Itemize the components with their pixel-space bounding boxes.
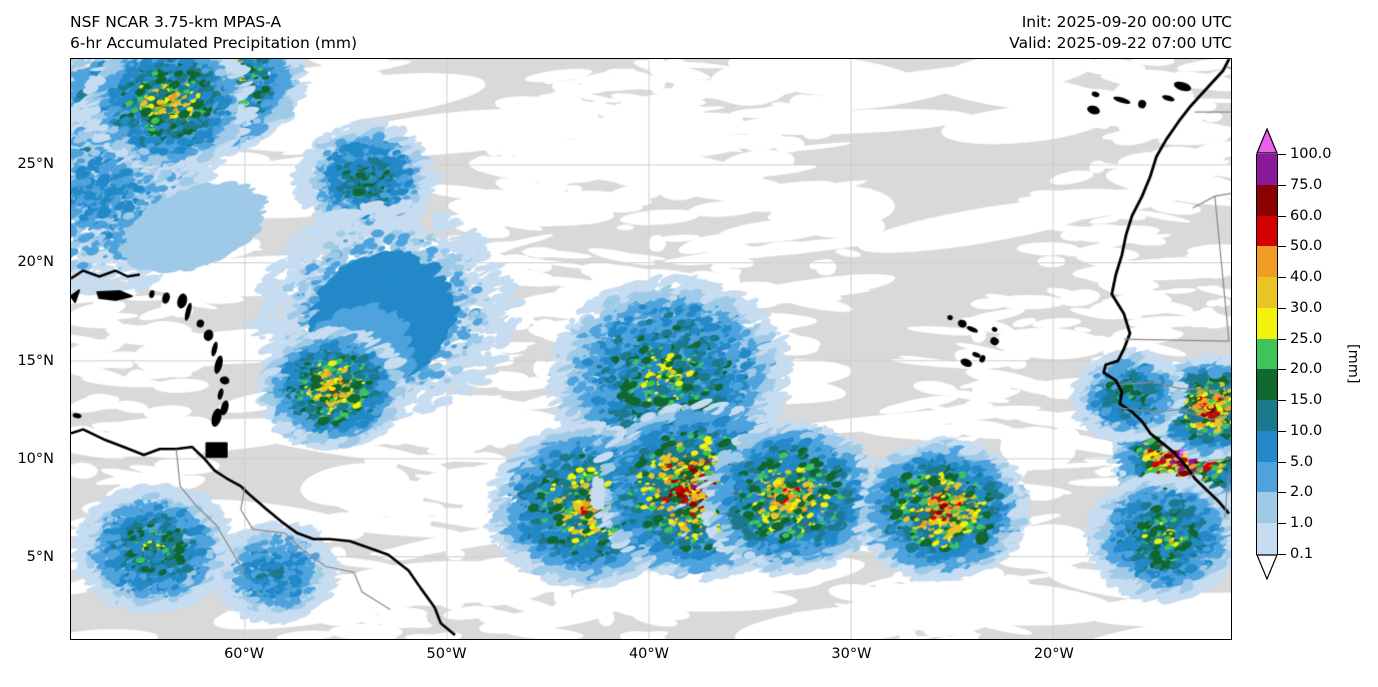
forecast-time-block: Init: 2025-09-20 00:00 UTC Valid: 2025-09… [1009, 12, 1232, 54]
colorbar-tick-label: 100.0 [1290, 146, 1332, 162]
colorbar-tick-label: 20.0 [1290, 361, 1323, 378]
field-description: 6-hr Accumulated Precipitation (mm) [70, 34, 357, 52]
colorbar-tick [1278, 215, 1286, 217]
lon-tick-label: 50°W [426, 646, 467, 662]
colorbar-over-arrow [1256, 128, 1278, 154]
colorbar-tick-label: 30.0 [1290, 299, 1323, 316]
colorbar-tick-label: 75.0 [1290, 176, 1323, 193]
colorbar-tick [1278, 154, 1286, 155]
lon-tick-label: 30°W [831, 646, 872, 662]
colorbar-tick-label: 10.0 [1290, 422, 1323, 439]
colorbar-segment [1256, 184, 1278, 217]
colorbar-segment [1256, 461, 1278, 494]
colorbar-tick-label: 1.0 [1290, 515, 1314, 532]
colorbar-tick-label: 0.1 [1290, 546, 1314, 562]
model-title-block: NSF NCAR 3.75-km MPAS-A 6-hr Accumulated … [70, 12, 357, 54]
valid-time: Valid: 2025-09-22 07:00 UTC [1009, 34, 1232, 52]
colorbar-tick [1278, 523, 1286, 525]
lat-tick-label: 25°N [17, 156, 54, 173]
lon-tick-label: 60°W [224, 646, 265, 662]
colorbar-under-arrow [1256, 554, 1278, 580]
lat-tick-label: 20°N [17, 254, 54, 271]
colorbar-tick-label: 15.0 [1290, 392, 1323, 409]
colorbar-segment [1256, 400, 1278, 432]
colorbar-tick [1278, 338, 1286, 340]
precipitation-map-canvas [71, 59, 1231, 639]
colorbar-tick-label: 2.0 [1290, 484, 1314, 501]
colorbar-unit-label: [mm] [1345, 344, 1361, 384]
colorbar-segment [1256, 338, 1278, 370]
colorbar-tick [1278, 461, 1286, 463]
colorbar-tick [1278, 184, 1286, 186]
map-plot-area[interactable] [70, 58, 1232, 640]
colorbar-segment [1256, 154, 1278, 186]
colorbar-tick [1278, 277, 1286, 279]
lon-tick-label: 40°W [628, 646, 669, 662]
lat-tick-label: 10°N [17, 451, 54, 468]
colorbar-segment [1256, 369, 1278, 401]
colorbar-segment [1256, 430, 1278, 463]
colorbar-tick-label: 25.0 [1290, 330, 1323, 347]
lat-tick-label: 5°N [26, 549, 54, 566]
colorbar-segment [1256, 215, 1278, 247]
colorbar-segment [1256, 523, 1278, 555]
init-time: Init: 2025-09-20 00:00 UTC [1021, 13, 1232, 31]
colorbar-tick [1278, 307, 1286, 309]
longitude-axis: 60°W 50°W 40°W 30°W 20°W [0, 646, 1378, 676]
model-name: NSF NCAR 3.75-km MPAS-A [70, 13, 282, 31]
colorbar-tick-label: 60.0 [1290, 207, 1323, 224]
colorbar-tick [1278, 246, 1286, 248]
lat-tick-label: 15°N [17, 352, 54, 369]
colorbar-tick [1278, 400, 1286, 402]
colorbar-tick-label: 50.0 [1290, 238, 1323, 255]
colorbar-segment [1256, 492, 1278, 524]
colorbar-tick [1278, 430, 1286, 432]
colorbar-tick [1278, 554, 1286, 555]
latitude-axis: 5°N 10°N 15°N 20°N 25°N [0, 0, 62, 687]
colorbar-segment [1256, 246, 1278, 278]
colorbar-tick [1278, 369, 1286, 371]
lon-tick-label: 20°W [1033, 646, 1074, 662]
colorbar-segment [1256, 307, 1278, 340]
colorbar-tick [1278, 492, 1286, 494]
colorbar-tick-label: 5.0 [1290, 453, 1314, 470]
colorbar[interactable]: 0.1 1.0 2.0 5.0 10.0 15.0 20.0 25.0 30.0 40.0 50.0… [1256, 128, 1332, 580]
colorbar-tick-label: 40.0 [1290, 269, 1323, 286]
colorbar-segment [1256, 277, 1278, 309]
